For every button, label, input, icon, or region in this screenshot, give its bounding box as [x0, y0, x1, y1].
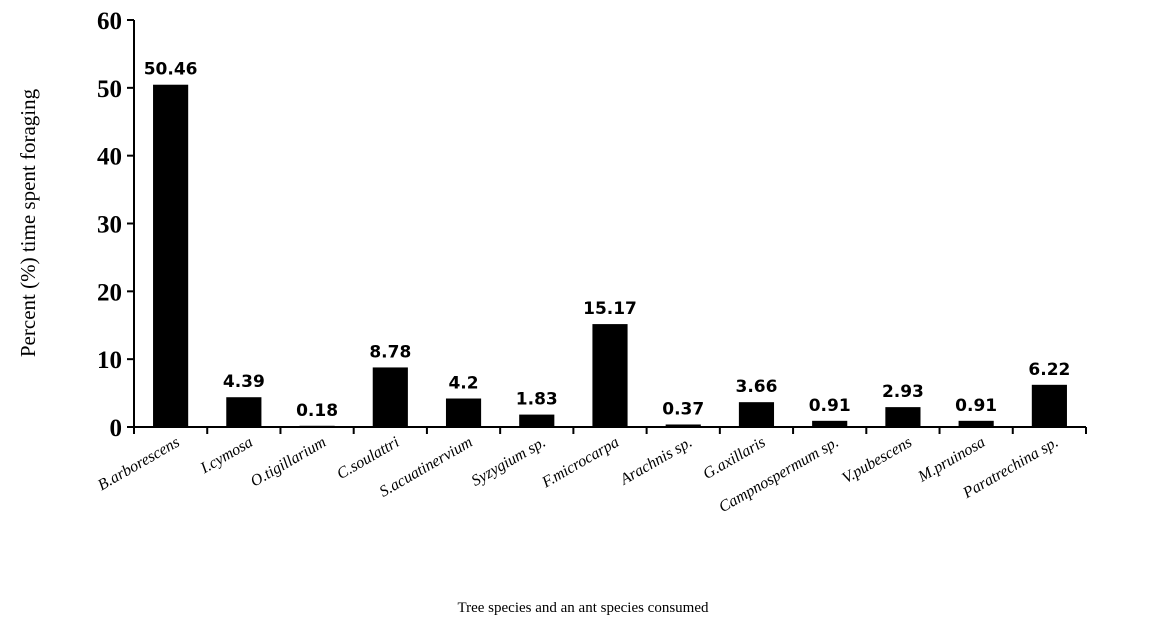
x-tick-label: Campnospermum sp. [716, 434, 842, 516]
bar [372, 367, 408, 427]
y-tick-label: 30 [97, 212, 122, 239]
y-tick-label: 10 [97, 347, 122, 374]
x-tick-label: C.soulattri [334, 434, 402, 483]
data-label: 8.78 [369, 342, 411, 362]
y-tick-label: 60 [97, 8, 122, 35]
data-label: 0.91 [955, 396, 997, 416]
bar [738, 402, 775, 427]
bar [812, 420, 848, 427]
bars [153, 84, 1067, 427]
data-label: 6.22 [1028, 360, 1070, 380]
x-tick-label: O.tigillarium [248, 434, 329, 491]
data-label: 1.83 [516, 390, 558, 410]
data-label: 2.93 [882, 382, 924, 402]
bar [445, 398, 482, 427]
bar [1031, 384, 1067, 427]
x-tick-label: Arachnis sp. [617, 434, 696, 489]
y-tick-label: 0 [110, 415, 123, 442]
x-tick-label: G.axillaris [700, 434, 768, 483]
x-tick-label: Syzygium sp. [469, 434, 549, 490]
data-label: 15.17 [583, 299, 637, 319]
x-tick-label: B.arborescens [95, 434, 183, 494]
y-axis: 0 10 20 30 40 50 60 [97, 8, 135, 442]
y-tick-label: 20 [97, 279, 122, 306]
bar [226, 397, 262, 427]
data-label: 0.18 [296, 401, 338, 421]
data-label: 0.91 [809, 396, 851, 416]
data-label: 4.39 [223, 372, 265, 392]
bar [592, 324, 628, 427]
bar [519, 414, 555, 427]
data-label: 50.46 [144, 60, 198, 80]
data-label: 0.37 [662, 399, 704, 419]
x-tick-label: V.pubescens [839, 434, 915, 487]
x-tick-label: I.cymosa [197, 434, 256, 478]
x-axis-title: Tree species and an ant species consumed [457, 600, 709, 616]
y-tick-label: 40 [97, 144, 122, 171]
bar [885, 407, 921, 427]
bar [153, 84, 189, 427]
y-tick-label: 50 [97, 76, 122, 103]
bar [665, 424, 701, 427]
y-axis-title: Percent (%) time spent foraging [16, 88, 40, 357]
data-label: 3.66 [735, 377, 777, 397]
data-label: 4.2 [448, 374, 478, 394]
x-tick-label: F.microcarpa [538, 434, 622, 492]
data-labels: 50.46 4.39 0.18 8.78 4.2 1.83 15.17 0.37 3.66 0.9… [144, 60, 1071, 421]
bar [958, 420, 994, 427]
